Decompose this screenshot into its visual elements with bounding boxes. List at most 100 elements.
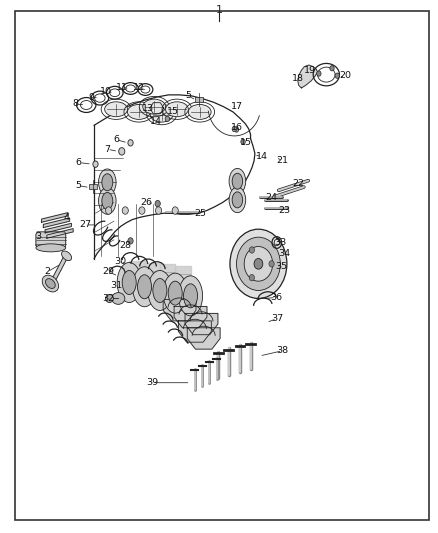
Ellipse shape [153,278,167,303]
Polygon shape [163,300,196,321]
Circle shape [232,126,237,132]
Circle shape [139,207,145,214]
Ellipse shape [143,99,166,114]
Text: 5: 5 [185,92,191,100]
Ellipse shape [184,284,198,308]
Ellipse shape [229,187,246,213]
Ellipse shape [102,174,113,191]
Text: 22: 22 [293,180,305,188]
Ellipse shape [102,192,113,209]
Circle shape [172,207,178,214]
Circle shape [249,274,254,281]
Text: 11: 11 [116,83,128,92]
Ellipse shape [237,237,280,290]
Text: 28: 28 [119,241,131,249]
Polygon shape [42,213,68,222]
Ellipse shape [163,273,187,313]
Ellipse shape [46,279,55,288]
Text: 27: 27 [79,221,92,229]
Polygon shape [43,218,70,228]
Text: 24: 24 [265,193,278,201]
Ellipse shape [244,246,272,281]
Text: 33: 33 [274,238,286,247]
Text: 38: 38 [276,346,289,355]
Circle shape [119,148,125,155]
Text: 26: 26 [141,198,153,207]
Text: 17: 17 [231,102,244,111]
Ellipse shape [99,169,116,196]
Text: 39: 39 [146,378,159,387]
Text: 13: 13 [142,104,154,112]
Text: 6: 6 [76,158,82,167]
Ellipse shape [254,259,263,269]
Text: 2: 2 [44,268,50,276]
Circle shape [335,73,339,78]
Text: 14: 14 [256,152,268,161]
Circle shape [269,261,274,267]
Circle shape [155,207,162,214]
Text: 9: 9 [88,93,94,101]
Text: 21: 21 [276,157,289,165]
Text: 14: 14 [149,117,162,126]
Ellipse shape [138,275,152,298]
Circle shape [93,161,98,167]
Bar [195,97,203,102]
Circle shape [165,116,170,122]
Text: 36: 36 [270,293,282,302]
Ellipse shape [117,263,141,303]
Text: 7: 7 [104,145,110,154]
Ellipse shape [179,276,202,316]
Ellipse shape [168,281,182,305]
Text: 3: 3 [35,232,42,241]
Text: 12: 12 [133,84,145,92]
Text: 34: 34 [278,249,290,257]
Ellipse shape [127,104,150,119]
Circle shape [234,127,239,132]
Ellipse shape [232,192,243,208]
Text: 20: 20 [339,71,351,80]
Polygon shape [45,223,71,233]
Text: 32: 32 [102,294,115,303]
Ellipse shape [122,271,136,295]
Circle shape [241,139,245,144]
Ellipse shape [42,275,59,292]
Ellipse shape [106,294,113,303]
Circle shape [122,207,128,214]
Polygon shape [187,328,220,349]
Text: 4: 4 [64,213,70,222]
Text: 37: 37 [271,314,283,323]
Circle shape [317,71,321,76]
Polygon shape [179,321,211,342]
Text: 30: 30 [114,257,127,265]
Text: 19: 19 [304,66,316,75]
Text: 1: 1 [215,5,223,14]
Text: 35: 35 [275,262,287,271]
Text: 18: 18 [292,75,304,83]
Ellipse shape [229,168,246,194]
Circle shape [330,66,334,71]
Circle shape [155,200,160,207]
Ellipse shape [148,271,172,310]
Text: 5: 5 [75,181,81,190]
Text: 6: 6 [113,135,119,144]
Text: 15: 15 [167,108,179,116]
Ellipse shape [99,188,116,214]
Polygon shape [185,313,218,335]
Ellipse shape [230,229,287,298]
Circle shape [128,140,133,146]
Ellipse shape [132,266,157,307]
Ellipse shape [112,293,125,304]
Polygon shape [150,103,164,114]
Text: 16: 16 [231,124,244,132]
Text: 25: 25 [194,209,207,217]
Text: 23: 23 [279,206,291,215]
Ellipse shape [62,251,71,261]
Text: 29: 29 [102,268,115,276]
Polygon shape [174,306,207,328]
Circle shape [249,247,254,253]
Polygon shape [298,65,318,88]
Circle shape [106,207,112,214]
Ellipse shape [36,244,66,252]
Ellipse shape [188,104,211,119]
Ellipse shape [105,102,127,117]
